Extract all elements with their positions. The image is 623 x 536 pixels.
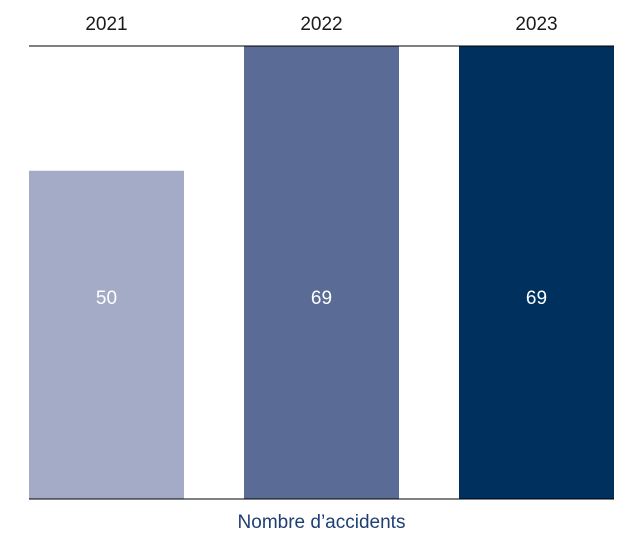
value-label-2021: 50 <box>96 288 117 309</box>
bars-layer <box>29 46 614 499</box>
category-label-2022: 2022 <box>300 14 342 35</box>
x-axis-title: Nombre d’accidents <box>238 512 406 533</box>
category-label-2023: 2023 <box>515 14 557 35</box>
category-label-2021: 2021 <box>85 14 127 35</box>
bar-2022 <box>244 46 399 499</box>
bar-2021 <box>29 170 184 499</box>
value-label-2023: 69 <box>526 288 547 309</box>
labels-layer: 2021 50 2022 69 2023 69 <box>85 14 557 309</box>
value-label-2022: 69 <box>311 288 332 309</box>
bar-2023 <box>459 46 614 499</box>
